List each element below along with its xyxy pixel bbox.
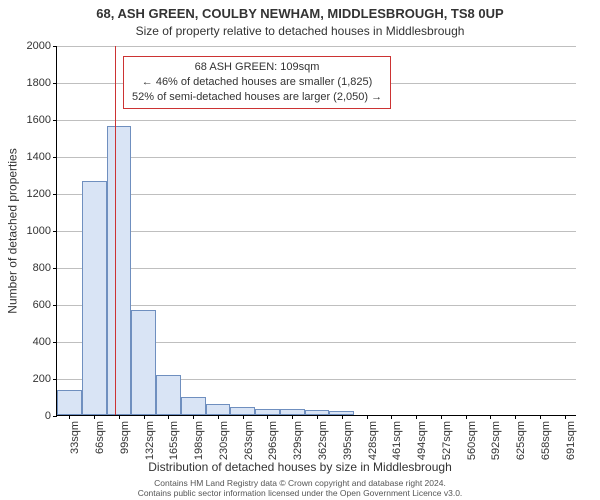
x-tick-label: 230sqm (218, 421, 230, 460)
footer-attribution: Contains HM Land Registry data © Crown c… (0, 479, 600, 499)
x-tick-mark (367, 415, 368, 419)
grid-line (57, 46, 576, 47)
y-tick-label: 1400 (27, 151, 57, 163)
x-tick-label: 99sqm (119, 421, 131, 454)
y-tick-label: 800 (33, 262, 57, 274)
histogram-bar (57, 390, 82, 415)
x-tick-mark (540, 415, 541, 419)
x-tick-label: 329sqm (292, 421, 304, 460)
x-tick-mark (416, 415, 417, 419)
annotation-line: 68 ASH GREEN: 109sqm (132, 60, 382, 75)
x-tick-label: 461sqm (391, 421, 403, 460)
grid-line (57, 120, 576, 121)
x-tick-label: 691sqm (565, 421, 577, 460)
y-tick-label: 1200 (27, 188, 57, 200)
x-tick-label: 165sqm (168, 421, 180, 460)
x-tick-label: 592sqm (490, 421, 502, 460)
x-tick-label: 362sqm (317, 421, 329, 460)
annotation-line: 52% of semi-detached houses are larger (… (132, 90, 382, 105)
x-tick-mark (565, 415, 566, 419)
histogram-bar (82, 181, 107, 415)
x-tick-label: 132sqm (144, 421, 156, 460)
x-tick-label: 395sqm (342, 421, 354, 460)
footer-line-2: Contains public sector information licen… (0, 489, 600, 499)
x-tick-label: 527sqm (441, 421, 453, 460)
grid-line (57, 157, 576, 158)
x-tick-label: 658sqm (540, 421, 552, 460)
plot-area: 020040060080010001200140016001800200033s… (56, 46, 576, 416)
x-tick-label: 625sqm (515, 421, 527, 460)
x-tick-label: 296sqm (267, 421, 279, 460)
x-tick-label: 66sqm (94, 421, 106, 454)
annotation-box: 68 ASH GREEN: 109sqm← 46% of detached ho… (123, 56, 391, 109)
x-tick-label: 33sqm (69, 421, 81, 454)
chart-subtitle: Size of property relative to detached ho… (0, 24, 600, 38)
x-tick-mark (168, 415, 169, 419)
x-tick-mark (267, 415, 268, 419)
x-axis-label: Distribution of detached houses by size … (0, 460, 600, 474)
x-tick-label: 198sqm (193, 421, 205, 460)
x-tick-mark (441, 415, 442, 419)
x-tick-mark (490, 415, 491, 419)
y-tick-label: 1600 (27, 114, 57, 126)
property-marker-line (115, 46, 116, 415)
x-tick-mark (193, 415, 194, 419)
histogram-bar (206, 404, 231, 415)
y-tick-label: 400 (33, 336, 57, 348)
x-tick-mark (317, 415, 318, 419)
y-tick-label: 1000 (27, 225, 57, 237)
y-axis-label: Number of detached properties (6, 46, 20, 416)
x-tick-mark (119, 415, 120, 419)
x-tick-mark (466, 415, 467, 419)
histogram-bar (230, 407, 255, 415)
x-tick-mark (243, 415, 244, 419)
x-tick-mark (292, 415, 293, 419)
y-tick-label: 1800 (27, 77, 57, 89)
y-tick-label: 0 (45, 410, 57, 422)
x-tick-mark (342, 415, 343, 419)
grid-line (57, 231, 576, 232)
histogram-bar (156, 375, 181, 415)
x-tick-label: 263sqm (243, 421, 255, 460)
x-tick-label: 494sqm (416, 421, 428, 460)
grid-line (57, 268, 576, 269)
histogram-bar (131, 310, 156, 415)
annotation-line: ← 46% of detached houses are smaller (1,… (132, 75, 382, 90)
chart-title: 68, ASH GREEN, COULBY NEWHAM, MIDDLESBRO… (0, 6, 600, 21)
x-tick-mark (94, 415, 95, 419)
grid-line (57, 194, 576, 195)
chart-container: 68, ASH GREEN, COULBY NEWHAM, MIDDLESBRO… (0, 0, 600, 500)
x-tick-label: 560sqm (466, 421, 478, 460)
x-tick-mark (144, 415, 145, 419)
y-tick-label: 600 (33, 299, 57, 311)
y-tick-label: 200 (33, 373, 57, 385)
x-tick-mark (69, 415, 70, 419)
x-tick-mark (515, 415, 516, 419)
x-tick-label: 428sqm (367, 421, 379, 460)
y-tick-label: 2000 (27, 40, 57, 52)
x-tick-mark (391, 415, 392, 419)
histogram-bar (107, 126, 132, 415)
grid-line (57, 305, 576, 306)
histogram-bar (181, 397, 206, 416)
x-tick-mark (218, 415, 219, 419)
